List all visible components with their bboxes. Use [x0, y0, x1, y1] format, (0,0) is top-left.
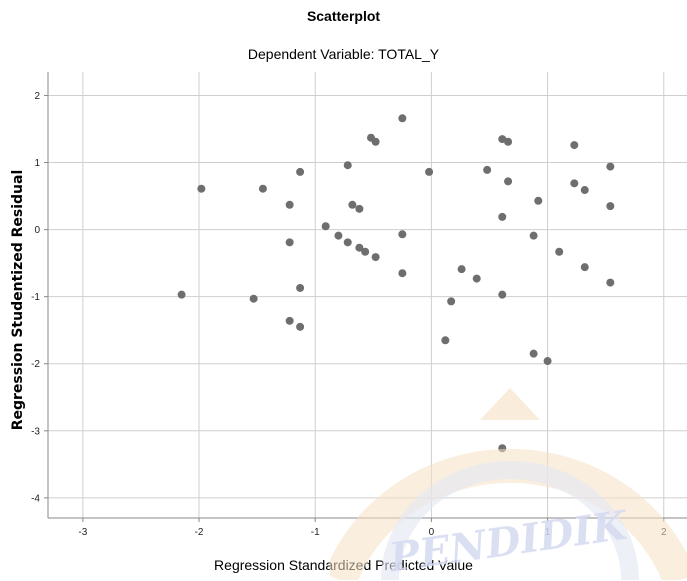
scatter-point [472, 274, 481, 283]
scatter-point [570, 141, 579, 150]
scatter-point [457, 265, 466, 274]
scatter-point [555, 247, 564, 256]
scatter-point [355, 243, 364, 252]
scatter-point [534, 196, 543, 205]
scatter-point [498, 290, 507, 299]
x-tick-label: 2 [661, 527, 667, 538]
x-tick-label: -1 [311, 527, 320, 538]
scatter-point [371, 137, 380, 146]
scatter-point [296, 322, 305, 331]
scatter-point [361, 247, 370, 256]
scatter-point [504, 177, 513, 186]
chart-subtitle: Dependent Variable: TOTAL_Y [247, 46, 440, 62]
data-points [177, 114, 615, 453]
y-tick-label: 1 [34, 158, 40, 169]
scatter-point [355, 204, 364, 213]
y-tick-label: -3 [31, 426, 40, 437]
scatter-point [343, 161, 352, 170]
scatter-point [529, 349, 538, 358]
scatter-point [441, 336, 450, 345]
scatter-point [606, 202, 615, 211]
scatter-point [447, 297, 456, 306]
scatter-point [398, 114, 407, 123]
x-tick-label: 1 [545, 527, 551, 538]
y-tick-label: -2 [31, 359, 40, 370]
tick-labels: -3 -2 -1 0 1 2 2 1 0 -1 -2 -3 -4 [31, 91, 667, 538]
scatter-point [343, 238, 352, 247]
scatter-point [348, 200, 357, 209]
scatter-point [296, 167, 305, 176]
scatter-point [334, 231, 343, 240]
scatter-point [570, 179, 579, 188]
scatter-point [580, 263, 589, 272]
scatter-point [249, 294, 258, 303]
y-tick-label: -1 [31, 292, 40, 303]
scatter-point [606, 278, 615, 287]
scatter-point [398, 230, 407, 239]
scatter-point [498, 444, 507, 453]
x-tick-label: -2 [195, 527, 204, 538]
scatter-point [606, 162, 615, 171]
chart-title: Scatterplot [306, 8, 381, 24]
scatter-point [296, 283, 305, 292]
scatter-point [197, 184, 206, 193]
scatter-point [543, 357, 552, 366]
scatter-point [285, 238, 294, 247]
y-tick-label: 2 [34, 91, 40, 102]
scatter-point [371, 253, 380, 262]
x-tick-label: 0 [429, 527, 435, 538]
y-tick-label: 0 [34, 225, 40, 236]
scatter-point [177, 290, 186, 299]
x-tick-label: -3 [78, 527, 87, 538]
scatter-point [529, 231, 538, 240]
scatter-point [321, 222, 330, 231]
scatter-point [504, 137, 513, 146]
scatter-point [258, 184, 267, 193]
scatter-point [483, 165, 492, 174]
y-tick-label: -4 [31, 493, 40, 504]
scatter-point [285, 200, 294, 209]
scatter-point [285, 316, 294, 325]
scatter-point [398, 269, 407, 278]
scatter-point [425, 167, 434, 176]
scatter-point [498, 212, 507, 221]
scatter-point [580, 186, 589, 195]
